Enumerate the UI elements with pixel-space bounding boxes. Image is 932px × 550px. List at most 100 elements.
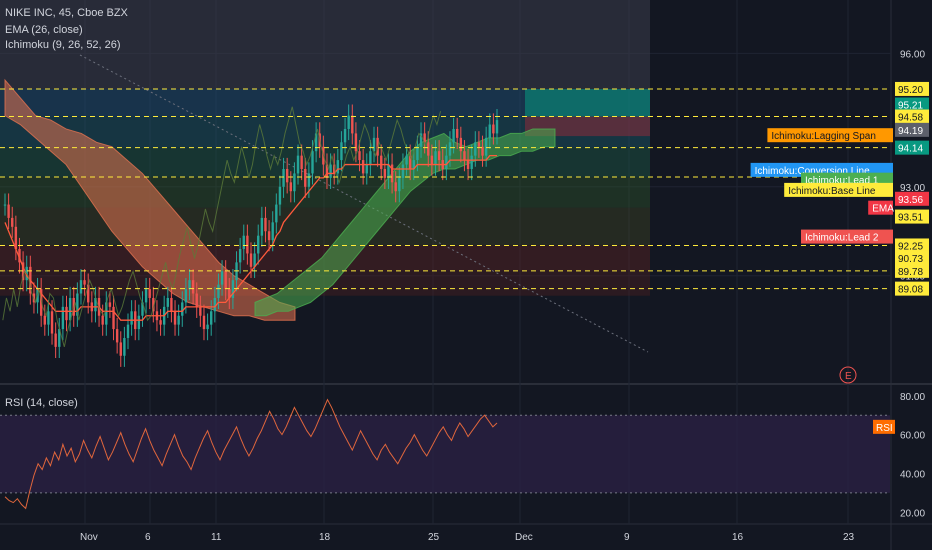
rsi-legend[interactable]: RSI (14, close) [5, 397, 78, 409]
bull-cloud [254, 128, 556, 317]
price-level-tag [895, 109, 929, 124]
candle-body [202, 315, 206, 330]
price-level-label: 94.14 [898, 144, 923, 155]
candle-body [181, 302, 184, 316]
candle-body [296, 155, 300, 174]
candle-body [47, 311, 50, 325]
indicator-tag-label: Ichimoku:Base Line [788, 186, 876, 197]
price-level-tag [895, 250, 929, 265]
candle-body [325, 164, 329, 178]
candle-body [401, 164, 405, 178]
ichimoku-legend[interactable]: Ichimoku (9, 26, 52, 26) [5, 39, 121, 51]
candle-body [412, 160, 415, 169]
candle-body [108, 302, 112, 307]
price-level-tag [895, 140, 929, 155]
candle-body [405, 155, 408, 165]
price-level-tag [895, 122, 929, 137]
candle-body [79, 280, 83, 294]
earnings-icon [839, 366, 857, 384]
lagging-span-line [2, 106, 442, 348]
price-level-label: 90.73 [898, 254, 923, 265]
candle-body [484, 137, 488, 156]
candle-body [11, 217, 14, 227]
candle-body [191, 280, 195, 294]
candle-body [76, 293, 79, 316]
price-axis[interactable]: 96.0093.0091.0095.2095.2194.5894.1994.14… [895, 49, 929, 296]
candle-body [390, 164, 394, 183]
rsi-pane: 80.00 60.00 40.00 20.00 RSI [0, 392, 925, 519]
candle-body [311, 151, 314, 174]
target-box [525, 88, 650, 117]
ema-line [4, 154, 497, 321]
candle-body [39, 289, 43, 316]
price-level-label: 93.51 [898, 213, 923, 224]
time-tick-label: Dec [515, 532, 533, 543]
price-level-tag [895, 238, 929, 253]
candle-body [333, 164, 336, 174]
candle-body [3, 204, 7, 206]
candle-body [115, 329, 119, 343]
candle-body [456, 128, 459, 138]
dashed-levels [0, 88, 888, 290]
candle-body [445, 155, 448, 169]
candle-body [173, 311, 177, 325]
candle-body [220, 271, 224, 285]
indicator-tag [784, 182, 893, 197]
candle-body [61, 306, 65, 330]
candle-body [267, 231, 271, 241]
candle-body [246, 235, 249, 254]
candle-body [430, 155, 434, 165]
candle-body [474, 142, 477, 156]
candle-body [434, 151, 437, 165]
candle-body [217, 284, 220, 298]
rsi-tag [873, 419, 895, 434]
price-level-tag [895, 263, 929, 278]
candle-body [437, 151, 441, 161]
ema-legend[interactable]: EMA (26, close) [5, 24, 83, 36]
candle-body [307, 173, 311, 187]
candle-body [206, 324, 209, 330]
candle-body [481, 146, 484, 156]
candle-body [278, 186, 282, 205]
time-tick-label: 6 [145, 532, 151, 543]
time-tick-label: 9 [624, 532, 630, 543]
candle-body [351, 115, 354, 134]
symbol-legend[interactable]: NIKE INC, 45, Cboe BZX [5, 7, 128, 19]
candle-body [253, 253, 256, 267]
time-tick-label: Nov [80, 532, 98, 543]
candle-body [488, 124, 491, 138]
candle-body [105, 302, 108, 325]
candle-body [419, 133, 423, 147]
candle-body [242, 235, 245, 250]
candle-body [492, 124, 495, 134]
price-level-tag [895, 81, 929, 96]
price-level-label: 93.56 [898, 195, 923, 206]
candle-body [427, 142, 430, 156]
ichimoku-cloud [4, 78, 556, 321]
indicator-tag [868, 200, 893, 215]
bear-cloud [4, 78, 296, 321]
candle-body [101, 315, 104, 325]
candle-body [50, 311, 54, 334]
candle-body [152, 297, 155, 312]
indicator-tag-label: Ichimoku:Lead 2 [805, 233, 879, 244]
price-level-tag [895, 191, 929, 206]
earnings-marker-label: E [845, 371, 852, 382]
candle-body [394, 182, 397, 192]
candle-body [264, 217, 267, 232]
candle-body [159, 320, 162, 325]
candle-body [141, 302, 144, 316]
candle-body [257, 235, 260, 254]
fib-zone [0, 0, 650, 89]
candle-body [361, 160, 365, 174]
candle-body [365, 164, 368, 174]
candle-body [275, 204, 278, 223]
candle-body [369, 151, 372, 165]
candle-body [448, 142, 452, 156]
candle-body [18, 249, 21, 263]
time-axis[interactable]: Nov 6 11 18 25 Dec 9 16 23 [80, 532, 855, 543]
price-level-tag [895, 209, 929, 224]
candle-body [94, 297, 97, 312]
candle-body [210, 311, 213, 325]
candle-body [54, 333, 57, 347]
